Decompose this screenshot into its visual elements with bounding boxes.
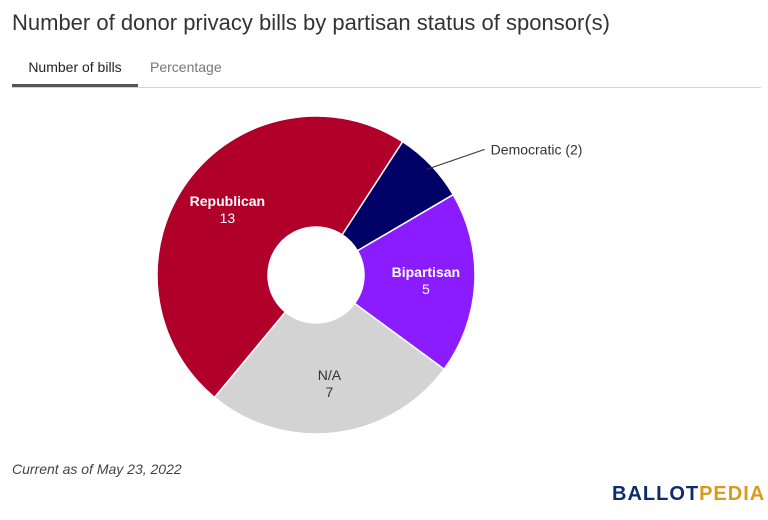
tab-bar: Number of bills Percentage: [12, 58, 761, 88]
leader-line-democratic: [426, 148, 485, 170]
tab-number-of-bills[interactable]: Number of bills: [12, 58, 138, 87]
footnote: Current as of May 23, 2022: [12, 461, 182, 477]
slice-bipartisan[interactable]: [353, 193, 476, 371]
logo-part-ballot: BALLOT: [612, 483, 700, 505]
label-n-a-name: N/A: [318, 367, 342, 383]
ballotpedia-logo: BALLOTPEDIA: [612, 483, 765, 506]
label-republican-name: Republican: [190, 193, 265, 209]
label-republican-value: 13: [220, 210, 236, 226]
logo-part-pedia: PEDIA: [699, 483, 766, 505]
label-bipartisan-name: Bipartisan: [392, 264, 460, 280]
label-democratic: Democratic (2): [491, 141, 583, 157]
slice-republican[interactable]: [156, 115, 404, 399]
tab-percentage[interactable]: Percentage: [150, 59, 222, 75]
label-bipartisan-value: 5: [422, 281, 430, 297]
chart-title: Number of donor privacy bills by partisa…: [12, 10, 610, 35]
label-n-a-value: 7: [326, 384, 334, 400]
slice-n-a[interactable]: [213, 302, 446, 435]
